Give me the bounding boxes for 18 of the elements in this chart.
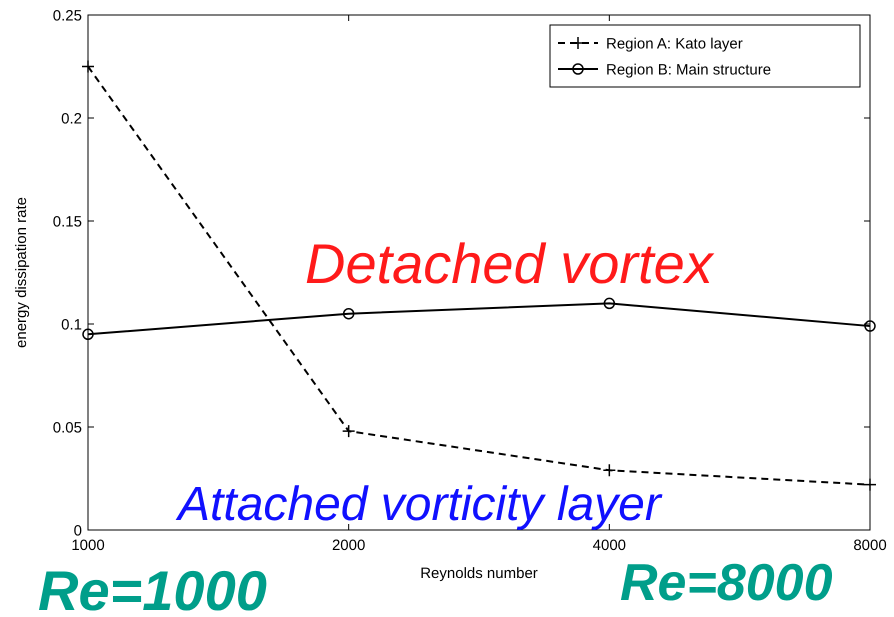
- x-axis-title: Reynolds number: [420, 565, 538, 582]
- y-tick-label: 0.1: [61, 316, 82, 334]
- x-tick-label: 1000: [71, 537, 105, 554]
- annotation: Attached vorticity layer: [175, 478, 663, 531]
- x-tick-label: 2000: [332, 537, 366, 554]
- annotation: Detached vortex: [305, 232, 715, 295]
- text: Re=8000: [620, 554, 833, 612]
- legend-label: Region A: Kato layer: [606, 35, 743, 52]
- y-axis-title: energy dissipation rate: [13, 197, 30, 348]
- y-tick-label: 0.15: [52, 213, 82, 230]
- legend-label: Region B: Main structure: [606, 61, 772, 78]
- y-tick-label: 0.2: [61, 110, 82, 128]
- y-tick-label: 0: [74, 522, 82, 540]
- text: Re=1000: [38, 559, 267, 617]
- y-tick-label: 0.25: [52, 7, 82, 24]
- x-tick-label: 4000: [592, 537, 626, 554]
- x-tick-label: 8000: [853, 537, 887, 554]
- y-tick-label: 0.05: [52, 419, 82, 436]
